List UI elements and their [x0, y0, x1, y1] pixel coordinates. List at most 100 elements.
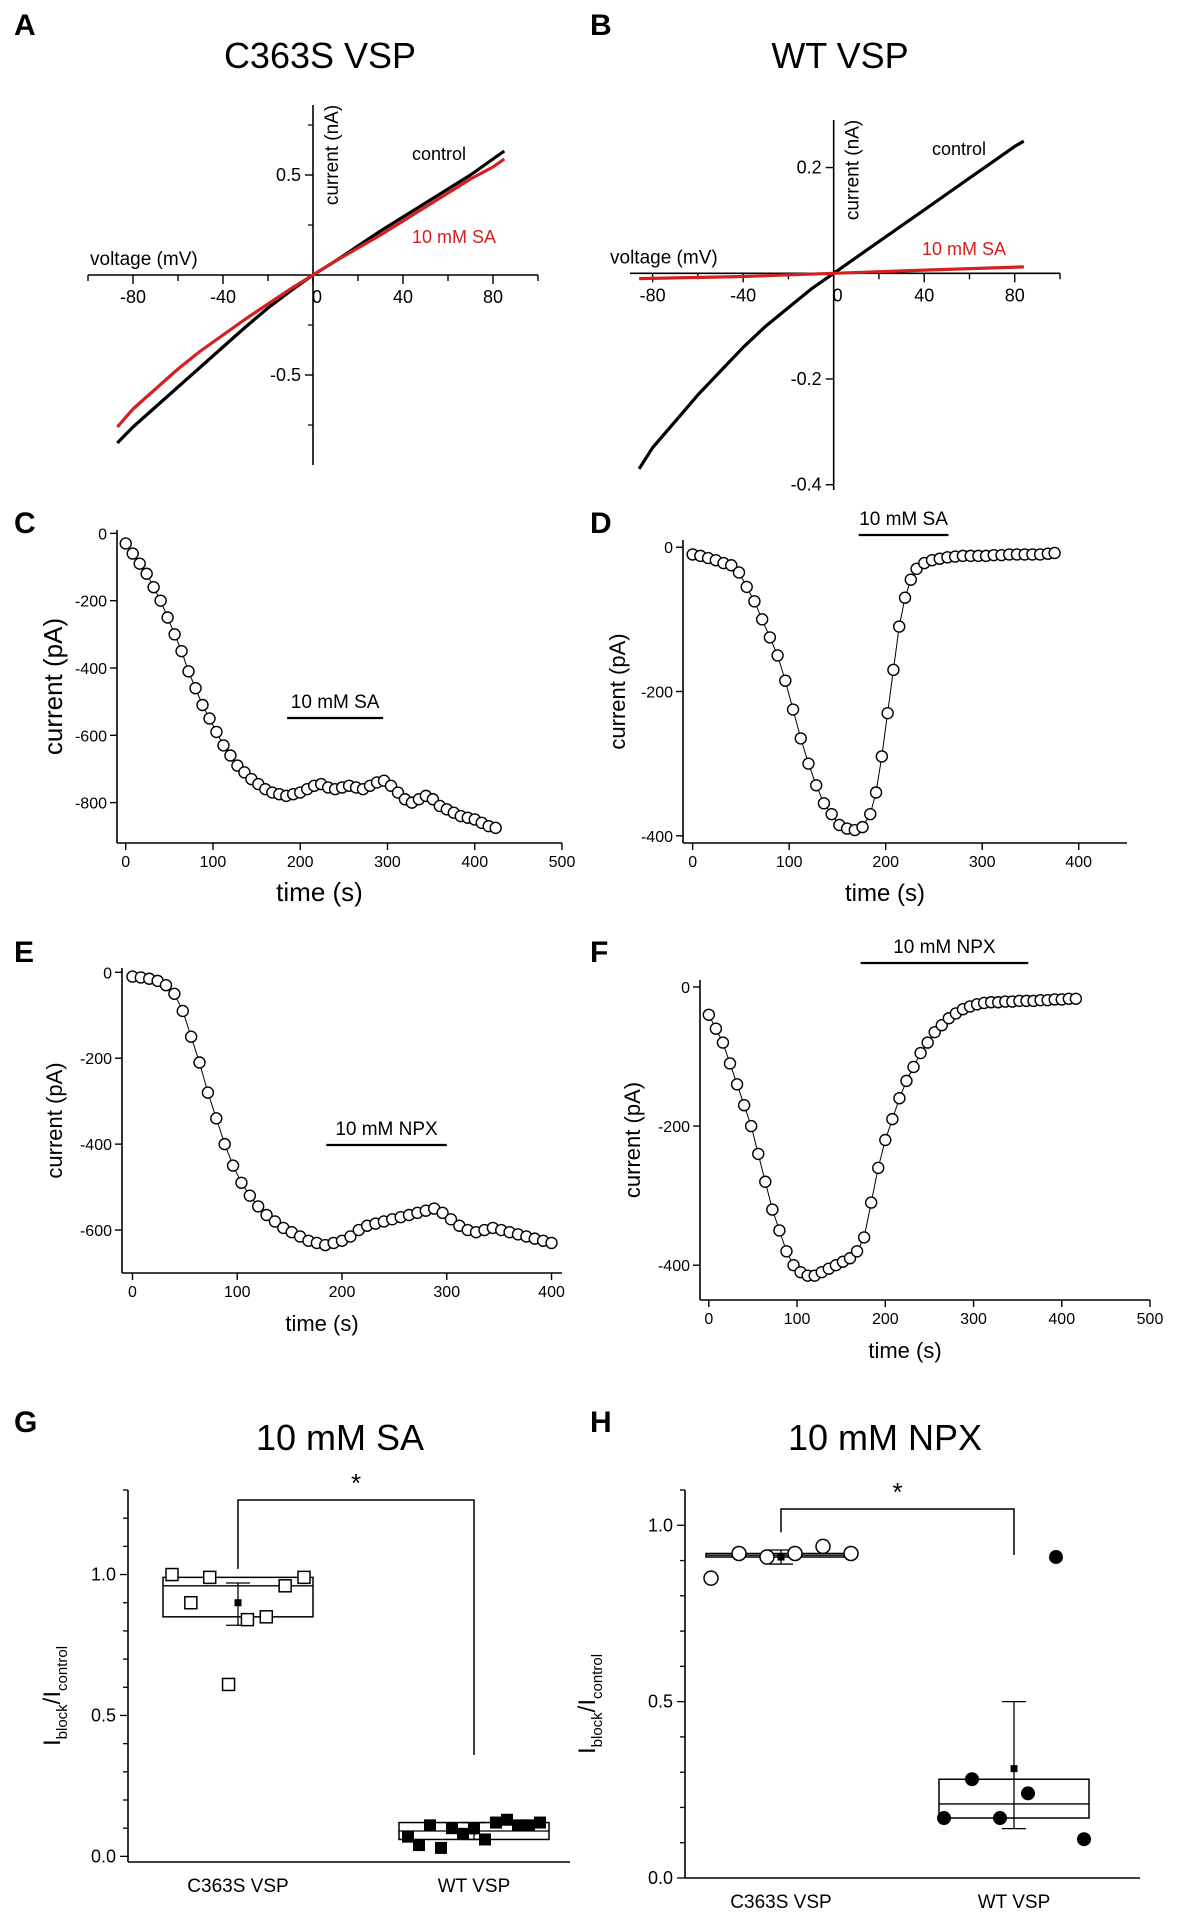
drug-label: 10 mM NPX — [893, 937, 996, 958]
data-point — [1021, 1786, 1035, 1801]
y-tick-label: 0 — [664, 540, 673, 557]
x-tick-label: 200 — [872, 1311, 899, 1328]
mean-marker — [1010, 1765, 1018, 1773]
panel-letter-c: C — [14, 507, 36, 540]
data-point — [886, 1112, 899, 1126]
series-line-control — [637, 139, 1025, 470]
data-point — [203, 712, 216, 725]
x-tick-label: 100 — [224, 1284, 251, 1301]
data-point — [780, 1245, 793, 1258]
series-line-sa — [116, 157, 506, 429]
data-point — [730, 1078, 744, 1091]
mean-marker — [777, 1553, 785, 1561]
y-axis-label: current (nA) — [322, 105, 343, 205]
panel-letter-f: F — [590, 936, 608, 969]
x-tick-label: -80 — [640, 285, 666, 305]
data-point — [268, 1215, 282, 1228]
panel-h-title: 10 mM NPX — [788, 1417, 982, 1458]
data-point — [703, 1570, 719, 1586]
data-point — [344, 1230, 357, 1243]
data-point — [864, 1196, 878, 1209]
x-tick-label: 40 — [914, 285, 934, 305]
y-axis-label: current (pA) — [42, 1062, 67, 1178]
data-point — [965, 1772, 979, 1787]
data-point — [766, 1203, 779, 1216]
data-point — [260, 1208, 273, 1222]
data-point — [759, 1549, 775, 1565]
y-tick-label: 0.5 — [648, 1692, 673, 1712]
data-point — [794, 732, 807, 745]
data-point — [175, 644, 188, 658]
y-tick-label: -800 — [75, 796, 107, 813]
data-point — [444, 1213, 458, 1226]
category-label: WT VSP — [438, 1876, 511, 1897]
panel-letter-g: G — [14, 1406, 37, 1439]
data-point — [512, 1819, 524, 1832]
significance-bracket — [237, 1499, 475, 1755]
data-point — [815, 1538, 831, 1555]
drug-label: 10 mM SA — [859, 509, 948, 530]
panel-letter-a: A — [14, 9, 36, 42]
significance-star: * — [892, 1477, 902, 1507]
data-point — [259, 1610, 274, 1624]
data-point — [196, 698, 209, 712]
x-axis-label: time (s) — [285, 1311, 358, 1336]
x-tick-label: 500 — [1137, 1311, 1164, 1328]
data-point — [856, 820, 869, 834]
x-tick-label: 100 — [776, 854, 803, 871]
x-tick-label: 200 — [287, 854, 314, 871]
data-point — [523, 1819, 535, 1832]
data-point — [850, 1245, 864, 1258]
y-tick-label: -200 — [80, 1051, 112, 1068]
data-point — [771, 649, 784, 662]
x-tick-label: 0 — [121, 854, 130, 871]
panel-letter-h: H — [590, 1406, 612, 1439]
data-point — [825, 807, 838, 821]
data-point — [843, 1545, 859, 1562]
data-point — [786, 703, 800, 716]
trace-line — [708, 998, 1076, 1277]
data-point — [904, 573, 917, 586]
data-point — [748, 595, 761, 608]
data-point — [732, 566, 746, 579]
data-point — [168, 628, 181, 641]
data-point — [779, 674, 792, 687]
legend-sa: 10 mM SA — [412, 227, 496, 247]
x-axis-label: voltage (mV) — [90, 249, 198, 270]
y-tick-label: -0.5 — [270, 365, 301, 385]
category-label: WT VSP — [978, 1892, 1051, 1912]
timecourse-plot-e: 0 100 200 300 400 0 -200 -400 -600 time (s) curren… — [42, 965, 565, 1336]
data-point — [251, 1200, 265, 1213]
data-point — [176, 1004, 189, 1018]
iv-plot-b: -80 -40 0 40 80 0.2 -0.2 -0.4 voltage (mV) curren… — [610, 120, 1061, 495]
panel-f: F 0 100 200 300 400 500 0 -200 -400 time (s) curre… — [590, 936, 1163, 1363]
y-axis-label: current (pA) — [620, 1082, 645, 1198]
data-point — [893, 1092, 906, 1105]
data-point — [217, 739, 230, 752]
data-point — [1048, 546, 1061, 560]
y-tick-label: 1.0 — [91, 1565, 116, 1585]
data-point — [154, 594, 167, 607]
data-point — [1069, 992, 1083, 1005]
y-tick-label: -200 — [75, 594, 107, 611]
drug-label: 10 mM NPX — [335, 1119, 438, 1140]
y-tick-label: -400 — [80, 1137, 112, 1154]
data-point — [545, 1236, 558, 1250]
category-label: C363S VSP — [730, 1892, 831, 1912]
x-tick-label: 0 — [312, 287, 322, 307]
legend-control: control — [412, 144, 466, 164]
panel-letter-e: E — [14, 936, 34, 969]
x-tick-label: 100 — [200, 854, 227, 871]
y-axis-label: current (pA) — [38, 618, 68, 755]
data-point — [501, 1813, 513, 1826]
iv-plot-a: -80 -40 0 40 80 0.5 -0.5 voltage (mV) current (n… — [87, 105, 539, 465]
data-point — [881, 706, 894, 720]
data-point — [221, 1677, 236, 1692]
x-tick-label: 500 — [549, 854, 576, 871]
timecourse-plot-f: 0 100 200 300 400 500 0 -200 -400 time (s) current… — [620, 937, 1163, 1363]
y-tick-label: -200 — [658, 1119, 690, 1136]
y-tick-label: -600 — [80, 1223, 112, 1240]
data-point — [709, 1022, 723, 1035]
x-tick-label: -40 — [730, 285, 756, 305]
y-axis-label: Iblock/Icontrol — [39, 1646, 71, 1746]
